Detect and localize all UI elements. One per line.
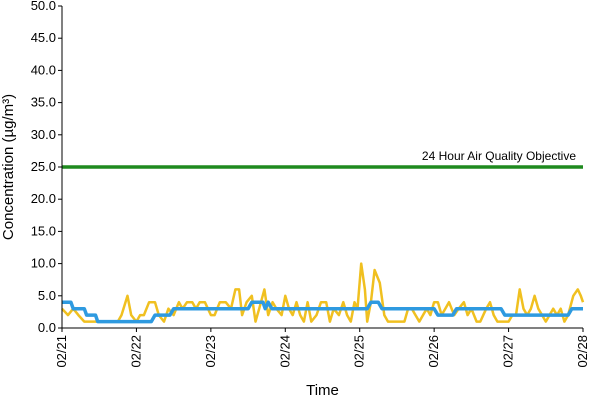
- y-tick-label: 0.0: [38, 320, 56, 335]
- y-tick-label: 25.0: [31, 159, 56, 174]
- x-tick-label: 02/27: [501, 335, 516, 368]
- x-tick-label: 02/23: [203, 335, 218, 368]
- y-axis-ticks: 0.0 5.0 10.0 15.0 20.0 25.0 30.0 35.0 40.0 45.0 50…: [31, 0, 62, 335]
- x-axis-ticks: 02/21 02/22 02/23 02/24 02/25 02/26 02/27 02/28: [54, 328, 590, 368]
- y-tick-label: 30.0: [31, 127, 56, 142]
- x-tick-label: 02/28: [575, 335, 590, 368]
- x-tick-label: 02/21: [54, 335, 69, 368]
- y-tick-label: 40.0: [31, 62, 56, 77]
- x-tick-label: 02/25: [352, 335, 367, 368]
- y-tick-label: 45.0: [31, 30, 56, 45]
- y-tick-label: 5.0: [38, 288, 56, 303]
- x-tick-label: 02/26: [426, 335, 441, 368]
- y-axis-title: Concentration (µg/m³): [0, 94, 17, 240]
- y-tick-label: 20.0: [31, 191, 56, 206]
- x-tick-label: 02/24: [277, 335, 292, 368]
- reference-line-label: 24 Hour Air Quality Objective: [422, 149, 576, 163]
- axes: [61, 6, 583, 329]
- y-tick-label: 10.0: [31, 256, 56, 271]
- y-tick-label: 35.0: [31, 95, 56, 110]
- x-axis-title: Time: [306, 382, 339, 399]
- y-tick-label: 50.0: [31, 0, 56, 13]
- series-line-1: [62, 300, 583, 324]
- x-tick-label: 02/22: [128, 335, 143, 368]
- plot-area: [61, 165, 585, 324]
- y-tick-label: 15.0: [31, 223, 56, 238]
